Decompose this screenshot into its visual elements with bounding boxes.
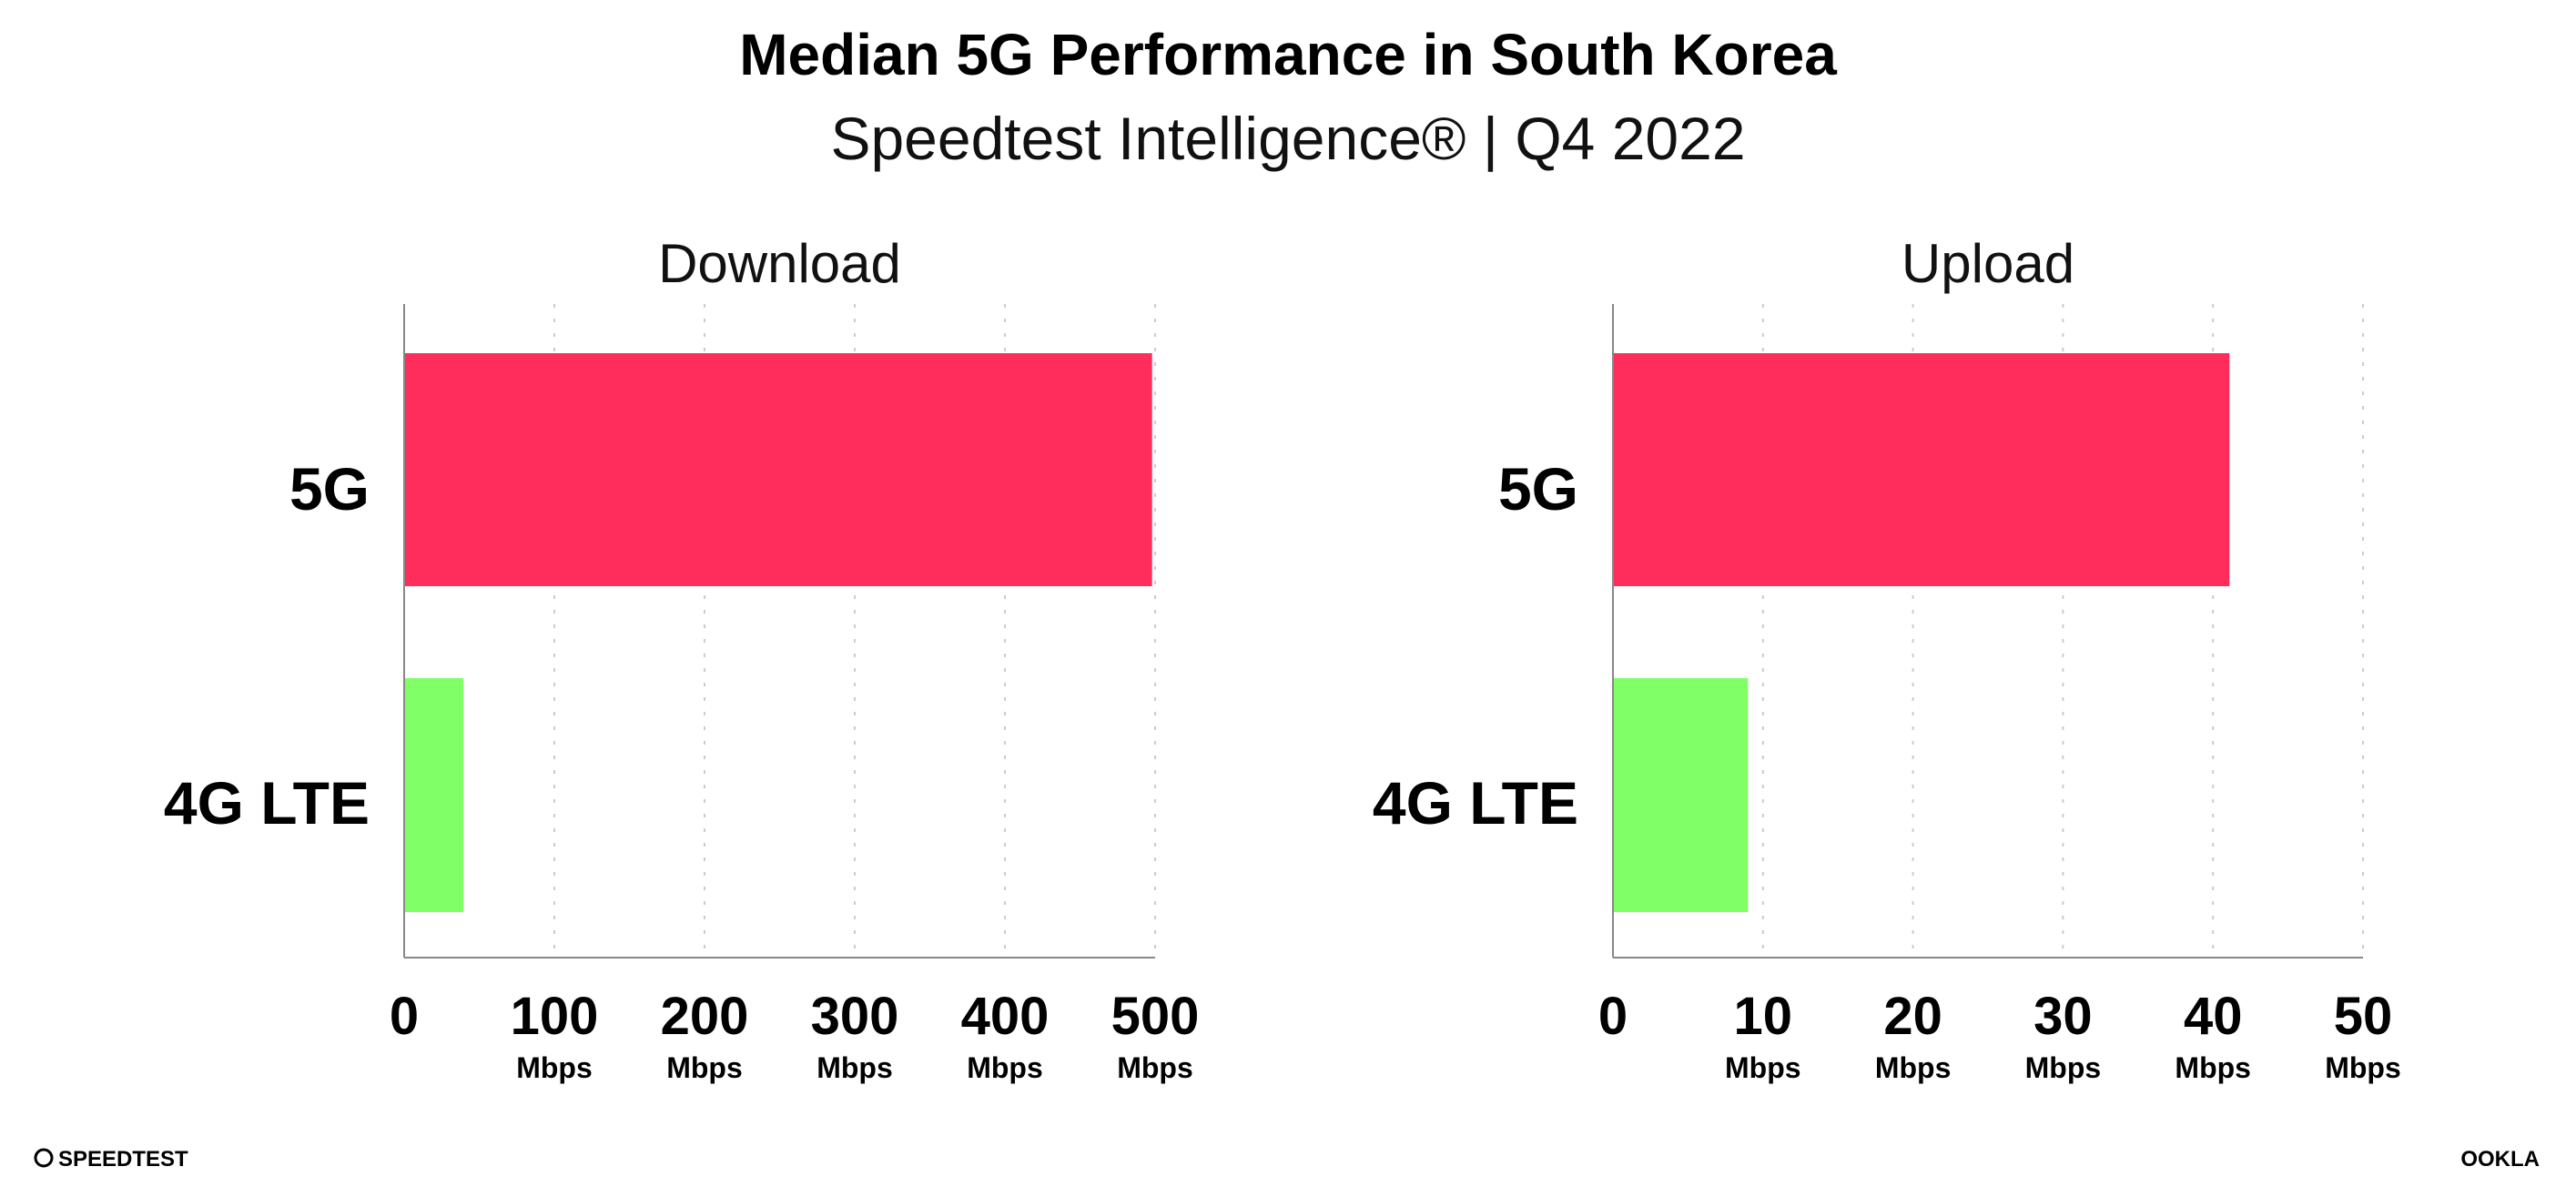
x-tick-label: 0 xyxy=(1598,987,1628,1046)
x-tick-label: 40 xyxy=(2184,987,2243,1046)
category-label: 5G xyxy=(289,455,370,522)
x-tick-unit: Mbps xyxy=(516,1051,593,1084)
speedtest-logo-text: SPEEDTEST xyxy=(58,1147,188,1172)
x-tick-label: 300 xyxy=(811,987,899,1046)
x-tick-unit: Mbps xyxy=(1875,1051,1952,1084)
category-label: 4G LTE xyxy=(164,769,370,837)
bar-5g xyxy=(1613,353,2230,586)
x-tick-label: 100 xyxy=(511,987,599,1046)
panel-title: Download xyxy=(658,233,901,294)
x-tick-unit: Mbps xyxy=(816,1051,893,1084)
panel-title: Upload xyxy=(1902,233,2074,294)
x-tick-label: 10 xyxy=(1734,987,1793,1046)
x-tick-unit: Mbps xyxy=(1725,1051,1801,1084)
chart-subtitle: Speedtest Intelligence® | Q4 2022 xyxy=(830,105,1745,172)
x-tick-unit: Mbps xyxy=(2025,1051,2102,1084)
x-tick-label: 200 xyxy=(661,987,749,1046)
x-tick-label: 500 xyxy=(1111,987,1200,1046)
panel-upload: Upload 0 10 Mbps 20 Mbps 30 Mbps 40 Mbps 50 Mbps 5G 4… xyxy=(1373,233,2401,1084)
x-tick-unit: Mbps xyxy=(1117,1051,1193,1084)
x-tick-label: 50 xyxy=(2334,987,2393,1046)
speedometer-icon xyxy=(34,1148,54,1168)
x-tick-label: 30 xyxy=(2033,987,2093,1046)
chart-title: Median 5G Performance in South Korea xyxy=(739,22,1837,87)
panel-download: Download 0 100 Mbps 200 Mbps 300 Mbps 400 Mbps 500… xyxy=(164,233,1200,1084)
x-tick-label: 400 xyxy=(961,987,1050,1046)
category-label: 4G LTE xyxy=(1373,769,1578,837)
category-label: 5G xyxy=(1498,455,1578,522)
ookla-logo: OOKLA xyxy=(2460,1147,2540,1172)
bar-5g xyxy=(404,353,1152,586)
x-tick-label: 0 xyxy=(390,987,419,1046)
x-tick-unit: Mbps xyxy=(666,1051,743,1084)
bar-4g-lte xyxy=(1613,678,1749,912)
bar-4g-lte xyxy=(404,678,464,912)
x-tick-unit: Mbps xyxy=(2175,1051,2251,1084)
x-tick-label: 20 xyxy=(1883,987,1942,1046)
x-tick-unit: Mbps xyxy=(2325,1051,2401,1084)
speedtest-logo: SPEEDTEST xyxy=(34,1147,188,1172)
x-tick-unit: Mbps xyxy=(967,1051,1043,1084)
